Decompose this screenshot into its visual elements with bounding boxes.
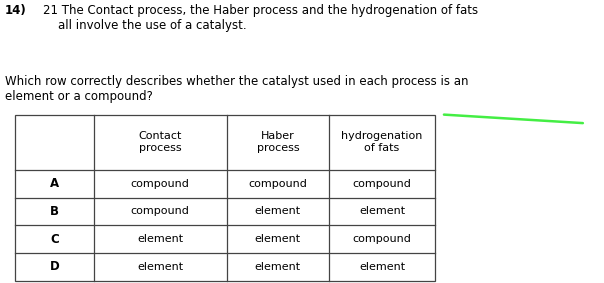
Text: B: B <box>50 205 59 218</box>
Text: compound: compound <box>130 206 190 216</box>
Text: element: element <box>255 234 301 244</box>
Text: Which row correctly describes whether the catalyst used in each process is an
el: Which row correctly describes whether th… <box>5 75 468 103</box>
Text: D: D <box>50 260 59 273</box>
Text: Contact
process: Contact process <box>138 131 182 153</box>
Text: A: A <box>50 177 59 190</box>
Text: 14): 14) <box>5 4 27 17</box>
Text: compound: compound <box>353 179 411 189</box>
Text: compound: compound <box>353 234 411 244</box>
Text: element: element <box>255 262 301 272</box>
Text: compound: compound <box>130 179 190 189</box>
Text: element: element <box>359 206 405 216</box>
Text: element: element <box>137 262 183 272</box>
Text: C: C <box>50 233 59 246</box>
Text: element: element <box>137 234 183 244</box>
Text: compound: compound <box>248 179 307 189</box>
Bar <box>15 115 435 281</box>
Text: Haber
process: Haber process <box>257 131 299 153</box>
Text: 21 The Contact process, the Haber process and the hydrogenation of fats
    all : 21 The Contact process, the Haber proces… <box>43 4 478 32</box>
Text: element: element <box>255 206 301 216</box>
Text: element: element <box>359 262 405 272</box>
Text: hydrogenation
of fats: hydrogenation of fats <box>341 131 423 153</box>
